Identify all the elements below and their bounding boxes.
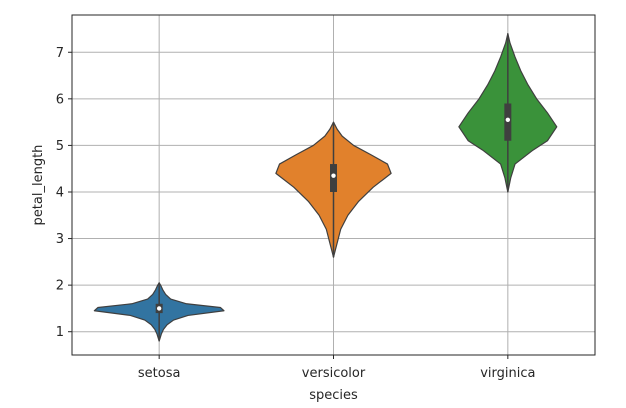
y-tick-label: 6 [56,92,64,107]
x-tick-label: setosa [138,366,181,381]
violin-layer [93,33,558,342]
y-tick-label: 1 [56,325,64,340]
y-tick-label: 2 [56,279,64,294]
violin-iqr-box-versicolor [330,164,337,192]
y-axis-ticks: 1 2 3 4 5 6 7 [56,46,72,340]
y-axis-label: petal_length [31,145,46,226]
violin-median-setosa [156,306,162,311]
x-tick-label: virginica [480,366,535,381]
x-axis-ticks: setosa versicolor virginica [138,355,535,381]
x-tick-label: versicolor [302,366,366,381]
violin-median-virginica [505,117,511,122]
y-tick-label: 5 [56,139,64,154]
y-tick-label: 4 [56,185,64,200]
violin-iqr-box-virginica [504,103,512,141]
y-tick-label: 3 [56,232,64,247]
y-tick-label: 7 [56,46,64,61]
violin-median-versicolor [331,173,336,178]
x-axis-label: species [309,388,358,403]
